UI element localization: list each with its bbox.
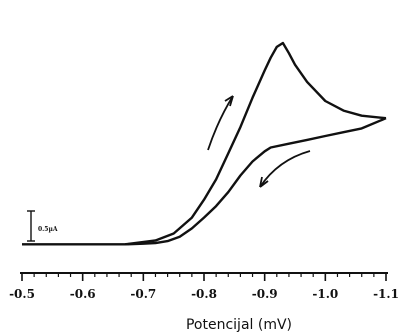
series-line-forward xyxy=(22,41,387,246)
x-tick-label: -0.6 xyxy=(70,287,96,301)
forward-scan-arrow xyxy=(207,95,234,151)
scale-bar: 0.5µA xyxy=(27,210,58,242)
x-tick-label: -0.8 xyxy=(191,287,217,301)
x-axis-title: Potencijal (mV) xyxy=(186,317,292,333)
reverse-scan-arrowhead xyxy=(259,176,269,188)
scan-arrows xyxy=(207,95,311,188)
reverse-scan-arrow xyxy=(259,150,311,188)
x-tick-label: -0.9 xyxy=(252,287,278,301)
x-tick-label: -1.0 xyxy=(312,287,338,301)
x-axis: -0.5 -0.6 -0.7 -0.8 -0.9 -1.0 -1.1 xyxy=(9,272,399,301)
series-line-reverse xyxy=(125,117,387,246)
scale-bar-label: 0.5µA xyxy=(38,226,58,233)
x-tick-label: -0.7 xyxy=(130,287,156,301)
x-tick-label: -0.5 xyxy=(9,287,35,301)
plot-area xyxy=(22,41,387,246)
x-tick-label: -1.1 xyxy=(373,287,399,301)
forward-scan-arrowhead xyxy=(224,95,234,107)
